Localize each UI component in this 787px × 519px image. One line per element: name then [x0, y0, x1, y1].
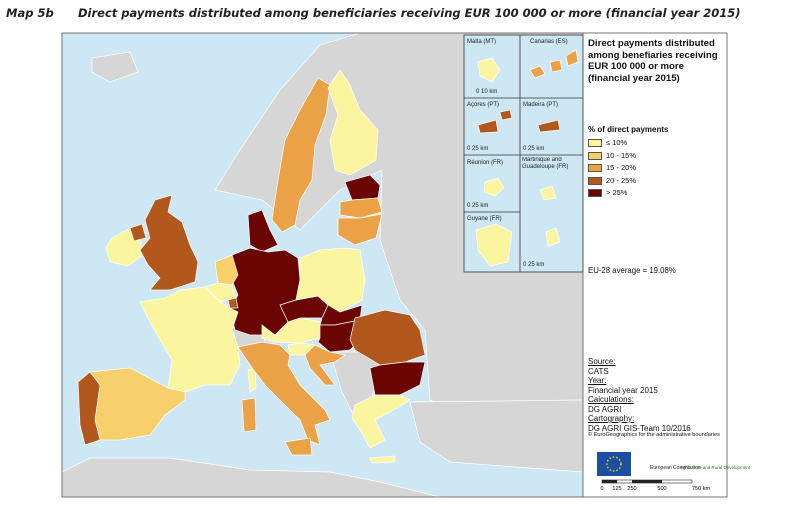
legend-swatch	[588, 151, 602, 160]
legend-subtitle: % of direct payments	[588, 125, 669, 134]
region	[337, 213, 383, 246]
logo: European Commission Agriculture and Rura…	[597, 452, 751, 476]
region	[327, 69, 379, 176]
region	[304, 344, 346, 386]
region	[499, 109, 513, 121]
legend-swatch	[588, 189, 602, 197]
region	[369, 455, 396, 464]
inset-islands	[475, 49, 579, 267]
copyright: © EuroGeographics for the administrative…	[588, 432, 720, 438]
region	[483, 177, 505, 197]
inset-scale: 0 25 km	[523, 262, 544, 268]
region	[284, 437, 313, 456]
region	[344, 174, 381, 201]
inset-scale: 0 25 km	[467, 203, 488, 209]
region	[545, 227, 561, 247]
map-title: Direct payments distributed among benefi…	[78, 6, 741, 20]
region	[565, 49, 579, 67]
region	[77, 371, 101, 446]
legend-label: 15 - 20%	[606, 163, 637, 172]
legend-title: Direct payments distributed among benefi…	[588, 38, 718, 84]
source-heading: Year:	[588, 376, 607, 385]
scale-label: 500	[657, 486, 666, 492]
region	[477, 57, 501, 83]
legend-swatch	[588, 139, 602, 147]
inset-labels: Malta (MT) 0 10 km Canarias (ES) Açores …	[467, 39, 569, 268]
legend-label: 20 - 25%	[606, 175, 637, 185]
inset-label: Madeira (PT)	[523, 102, 558, 108]
logo-name: European Commission	[650, 465, 701, 471]
source-text: CATS	[588, 366, 609, 376]
legend-swatch	[588, 164, 602, 172]
region	[295, 247, 366, 313]
source-text: DG AGRI GIS-Team 10/2016	[588, 423, 691, 433]
legend-swatch	[588, 176, 602, 185]
inset-scale: 0 25 km	[523, 146, 544, 152]
inset-label: Guyane (FR)	[467, 216, 502, 222]
scale-bar: 0 125 250 500 750 km	[600, 479, 710, 492]
region	[271, 77, 331, 233]
region	[214, 254, 239, 286]
region	[339, 197, 383, 219]
inset-label: Açores (PT)	[467, 102, 499, 108]
logo-dg: Agriculture and Rural Development	[680, 465, 751, 470]
region	[139, 286, 241, 393]
region	[529, 65, 546, 79]
inset-label: Malta (MT)	[467, 39, 496, 45]
scale-label: 750 km	[692, 486, 710, 492]
region	[237, 341, 331, 446]
eu-average: EU-28 average = 19.08%	[588, 266, 676, 275]
inset-label: Martinique and Guadeloupe (FR)	[522, 157, 569, 170]
inset-label: Canarias (ES)	[530, 39, 568, 45]
region	[227, 297, 239, 309]
scale-label: 250	[627, 486, 636, 492]
region	[247, 209, 279, 253]
region	[539, 185, 557, 201]
source-text: Financial year 2015	[588, 385, 658, 395]
eu-countries	[77, 69, 426, 464]
inset-scale: 0 25 km	[467, 146, 488, 152]
region	[477, 119, 499, 134]
scale-label: 125	[612, 486, 621, 492]
region	[351, 394, 411, 449]
legend-label: 10 - 15%	[606, 150, 637, 160]
map-id: Map 5b	[6, 6, 54, 20]
legend-label: ≤ 10%	[606, 138, 628, 147]
legend-label: > 25%	[606, 188, 628, 197]
region	[349, 309, 426, 366]
source-heading: Calculations:	[588, 395, 634, 404]
region	[129, 223, 147, 242]
scale-label: 0	[600, 486, 603, 492]
region	[139, 194, 199, 291]
inset-label: Réunion (FR)	[467, 160, 503, 166]
inset-scale: 0 10 km	[476, 89, 497, 95]
map-frame	[61, 32, 728, 498]
region	[241, 397, 257, 433]
region	[475, 223, 513, 267]
source-heading: Cartography:	[588, 414, 635, 423]
source-text: DG AGRI	[588, 404, 622, 414]
region	[549, 59, 563, 73]
source-heading: Source:	[588, 357, 616, 366]
region	[537, 119, 561, 133]
